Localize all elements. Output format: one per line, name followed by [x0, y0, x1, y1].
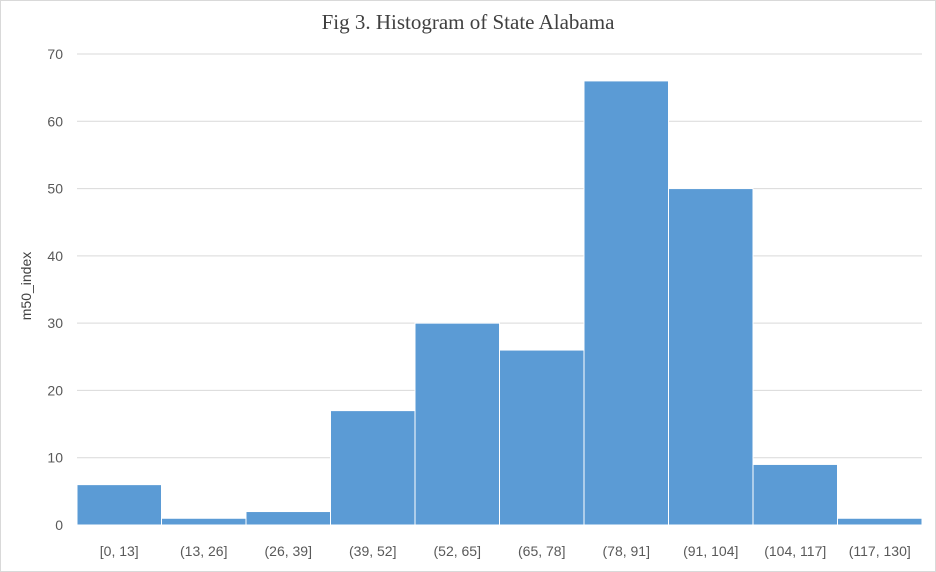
- y-tick-label: 20: [47, 382, 63, 398]
- histogram-bar: [76, 484, 162, 526]
- histogram-bar: [245, 511, 331, 526]
- histogram-bar: [668, 188, 754, 526]
- x-tick-label: (13, 26]: [180, 543, 227, 559]
- x-tick-label: (78, 91]: [603, 543, 650, 559]
- x-tick-label: (52, 65]: [434, 543, 481, 559]
- x-tick-label: (91, 104]: [683, 543, 738, 559]
- histogram-bar: [752, 463, 838, 526]
- histogram-bar: [837, 517, 923, 526]
- histogram-bar: [330, 410, 416, 526]
- x-tick-label: (117, 130]: [849, 543, 911, 559]
- y-tick-label: 0: [55, 517, 63, 533]
- y-tick-label: 50: [47, 181, 63, 197]
- y-tick-label: 70: [47, 46, 63, 62]
- histogram-bar: [499, 349, 585, 526]
- y-tick-label: 60: [47, 113, 63, 129]
- histogram-bar: [414, 322, 500, 526]
- y-tick-labels: 0 10 20 30 40 50 60 70: [47, 46, 63, 533]
- x-tick-labels: [0, 13] (13, 26] (26, 39] (39, 52] (52, 65] (…: [100, 543, 911, 559]
- bars: [76, 80, 923, 526]
- chart-title: Fig 3. Histogram of State Alabama: [321, 10, 615, 34]
- x-tick-label: (26, 39]: [265, 543, 312, 559]
- x-tick-label: (104, 117]: [764, 543, 826, 559]
- histogram-bar: [161, 517, 247, 526]
- x-tick-label: (39, 52]: [349, 543, 396, 559]
- histogram-bar: [583, 80, 669, 526]
- x-tick-label: (65, 78]: [518, 543, 565, 559]
- y-tick-label: 30: [47, 315, 63, 331]
- y-tick-label: 10: [47, 450, 63, 466]
- y-tick-label: 40: [47, 248, 63, 264]
- x-tick-label: [0, 13]: [100, 543, 139, 559]
